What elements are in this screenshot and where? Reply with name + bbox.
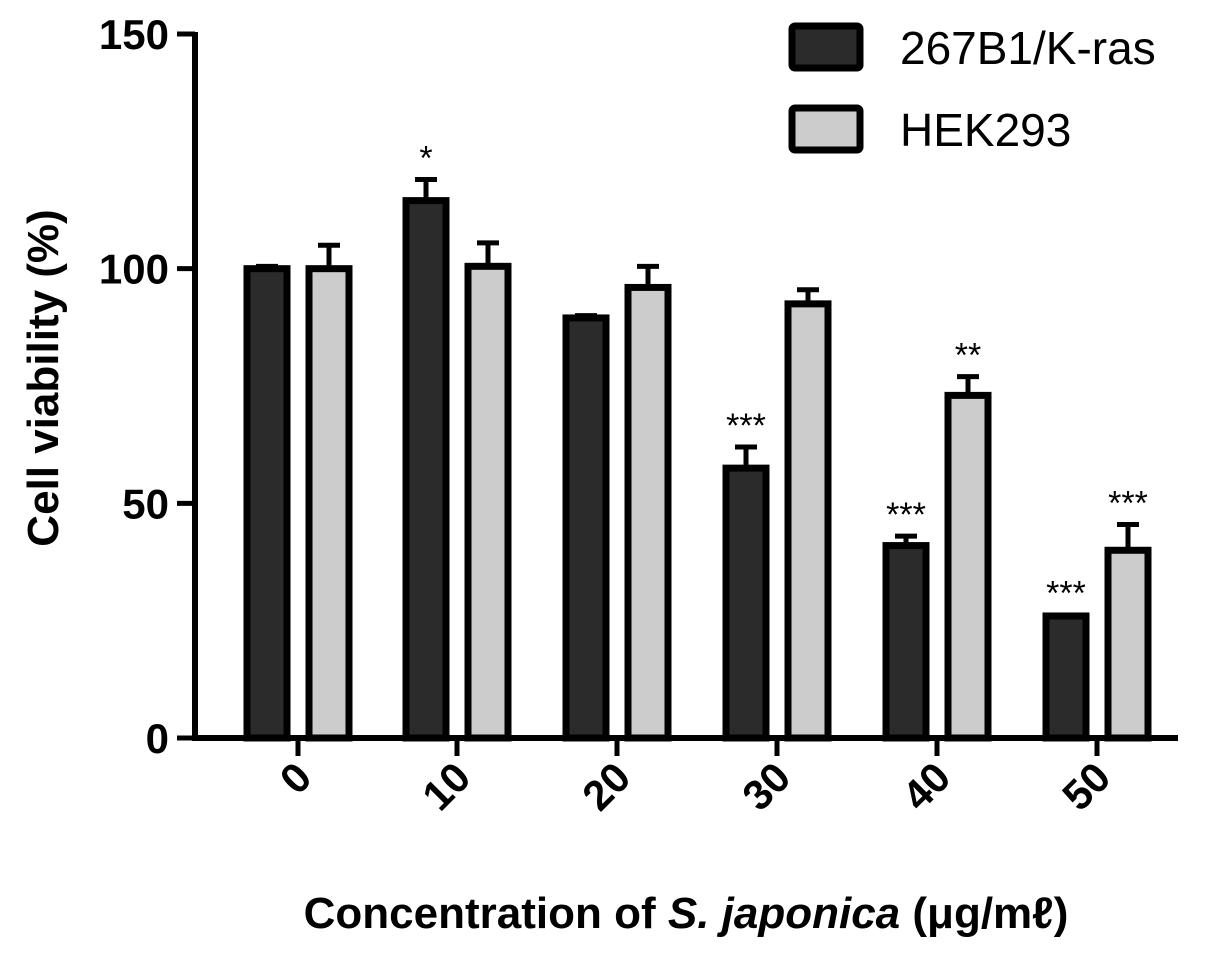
x-tick-label: 20: [573, 753, 639, 819]
x-tick-label: 40: [893, 753, 959, 819]
significance-label: ***: [886, 496, 926, 534]
bar-kras-40: [882, 542, 930, 742]
x-tick-label: 0: [271, 753, 321, 803]
significance-label: ***: [1046, 575, 1086, 613]
x-tick-label: 30: [733, 753, 799, 819]
legend-label-267b1-kras: 267B1/K-ras: [900, 22, 1156, 74]
legend-swatch-267b1-kras: [788, 22, 864, 72]
significance-label: **: [955, 337, 981, 375]
x-axis-title-species: S. japonica: [668, 889, 900, 938]
y-tick-label: 100: [99, 246, 169, 293]
x-axis-title-unit: μg/mℓ: [927, 889, 1054, 938]
x-tick-label: 50: [1053, 753, 1119, 819]
x-axis-title-part-1: Concentration of: [304, 889, 668, 938]
y-tick-label: 150: [99, 11, 169, 58]
y-axis-title: Cell viability (%): [19, 209, 68, 546]
y-tick-label: 0: [146, 715, 169, 762]
bar-kras-10: [402, 197, 450, 742]
bar-kras-50: [1042, 612, 1090, 742]
legend-label-hek293: HEK293: [900, 104, 1071, 156]
bar-hek293-30: [784, 300, 832, 742]
bar-kras-30: [722, 464, 770, 742]
significance-label: *: [419, 139, 432, 177]
y-tick-label: 50: [122, 480, 169, 527]
bar-hek293-20: [624, 283, 672, 742]
x-axis-title-part-5: ): [1054, 889, 1069, 938]
legend: 267B1/K-ras HEK293: [788, 22, 1156, 156]
x-tick-label: 10: [413, 753, 479, 819]
x-axis-title: Concentration of S. japonica (μg/mℓ): [304, 889, 1069, 938]
bar-kras-0: [243, 265, 291, 742]
legend-swatch-hek293: [788, 104, 864, 154]
bar-hek293-0: [305, 265, 353, 742]
bar-kras-20: [562, 314, 610, 742]
significance-label: ***: [1108, 484, 1148, 522]
bar-hek293-10: [464, 262, 512, 742]
bar-hek293-50: [1104, 546, 1152, 742]
significance-label: ***: [726, 407, 766, 445]
x-axis-title-part-3: (: [900, 889, 927, 938]
bar-hek293-40: [944, 391, 992, 742]
